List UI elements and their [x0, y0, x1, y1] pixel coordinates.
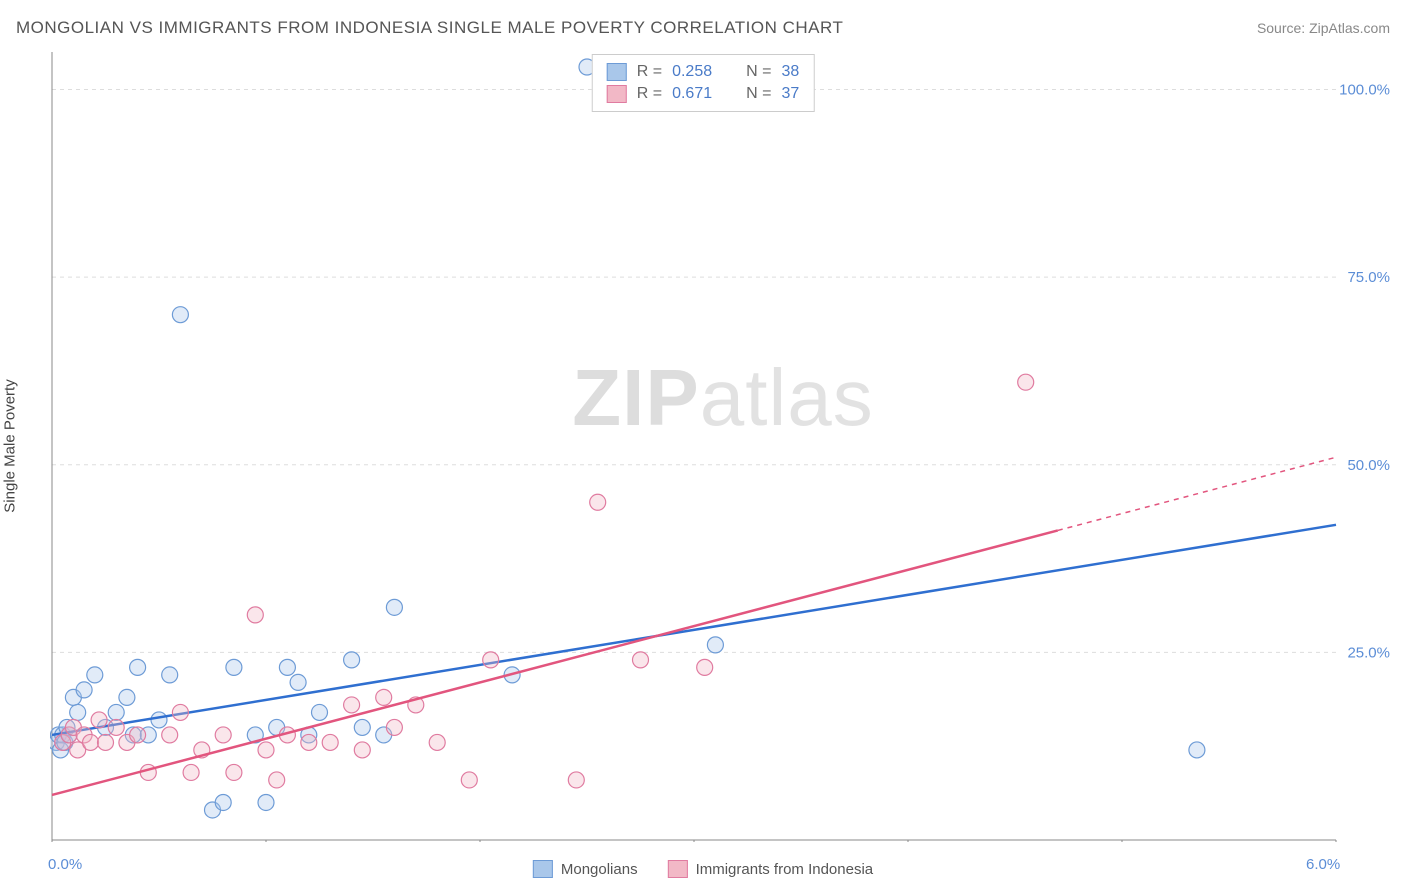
scatter-point: [1018, 374, 1034, 390]
scatter-point: [91, 712, 107, 728]
r-label: R =: [637, 63, 662, 81]
scatter-point: [247, 607, 263, 623]
scatter-plot-svg: 25.0% 50.0% 75.0% 100.0%: [50, 50, 1396, 842]
scatter-point: [322, 734, 338, 750]
scatter-point: [162, 667, 178, 683]
scatter-point: [312, 704, 328, 720]
scatter-point: [386, 719, 402, 735]
legend-item: Mongolians: [533, 860, 638, 878]
scatter-point: [483, 652, 499, 668]
scatter-point: [1189, 742, 1205, 758]
scatter-point: [215, 794, 231, 810]
scatter-point: [386, 599, 402, 615]
r-value: 0.671: [672, 85, 712, 103]
scatter-point: [130, 659, 146, 675]
legend-label: Immigrants from Indonesia: [696, 861, 874, 878]
legend-item: Immigrants from Indonesia: [668, 860, 874, 878]
scatter-point: [279, 659, 295, 675]
scatter-point: [172, 307, 188, 323]
scatter-point: [354, 719, 370, 735]
y-axis-label: Single Male Poverty: [2, 379, 19, 512]
scatter-point: [461, 772, 477, 788]
y-tick-label: 25.0%: [1347, 644, 1390, 661]
scatter-point: [98, 734, 114, 750]
series-swatch: [533, 860, 553, 878]
n-label: N =: [746, 63, 771, 81]
scatter-point: [269, 772, 285, 788]
chart-title: MONGOLIAN VS IMMIGRANTS FROM INDONESIA S…: [16, 18, 843, 38]
scatter-point: [70, 704, 86, 720]
source-label: Source: ZipAtlas.com: [1257, 20, 1390, 36]
scatter-point: [429, 734, 445, 750]
scatter-point: [108, 704, 124, 720]
scatter-point: [301, 734, 317, 750]
scatter-point: [568, 772, 584, 788]
scatter-point: [258, 794, 274, 810]
series-swatch: [607, 85, 627, 103]
scatter-point: [130, 727, 146, 743]
n-value: 38: [781, 63, 799, 81]
n-label: N =: [746, 85, 771, 103]
scatter-point: [151, 712, 167, 728]
legend-label: Mongolians: [561, 861, 638, 878]
scatter-point: [697, 659, 713, 675]
y-tick-label: 75.0%: [1347, 269, 1390, 286]
scatter-point: [290, 674, 306, 690]
stats-row: R = 0.258 N = 38: [607, 61, 800, 83]
chart-plot-area: 25.0%50.0%75.0%100.0% ZIPatlas: [50, 50, 1396, 842]
scatter-point: [183, 764, 199, 780]
trend-line: [52, 525, 1336, 735]
scatter-point: [87, 667, 103, 683]
scatter-point: [215, 727, 231, 743]
scatter-point: [119, 689, 135, 705]
r-label: R =: [637, 85, 662, 103]
scatter-point: [707, 637, 723, 653]
r-value: 0.258: [672, 63, 712, 81]
scatter-point: [83, 734, 99, 750]
scatter-point: [354, 742, 370, 758]
x-tick-label: 6.0%: [1306, 856, 1340, 873]
scatter-point: [226, 764, 242, 780]
scatter-point: [344, 652, 360, 668]
y-tick-label: 100.0%: [1339, 82, 1390, 99]
series-swatch: [607, 63, 627, 81]
scatter-point: [226, 659, 242, 675]
scatter-point: [108, 719, 124, 735]
scatter-point: [590, 494, 606, 510]
scatter-point: [344, 697, 360, 713]
scatter-point: [258, 742, 274, 758]
scatter-point: [633, 652, 649, 668]
legend-bottom: Mongolians Immigrants from Indonesia: [533, 860, 873, 878]
x-tick-label: 0.0%: [48, 856, 82, 873]
stats-row: R = 0.671 N = 37: [607, 83, 800, 105]
trend-line-extrapolated: [1058, 457, 1336, 530]
scatter-point: [172, 704, 188, 720]
scatter-point: [162, 727, 178, 743]
series-swatch: [668, 860, 688, 878]
scatter-point: [76, 682, 92, 698]
trend-line: [52, 530, 1058, 795]
n-value: 37: [781, 85, 799, 103]
scatter-point: [376, 689, 392, 705]
y-tick-label: 50.0%: [1347, 457, 1390, 474]
stats-legend-box: R = 0.258 N = 38 R = 0.671 N = 37: [592, 54, 815, 112]
scatter-point: [140, 764, 156, 780]
